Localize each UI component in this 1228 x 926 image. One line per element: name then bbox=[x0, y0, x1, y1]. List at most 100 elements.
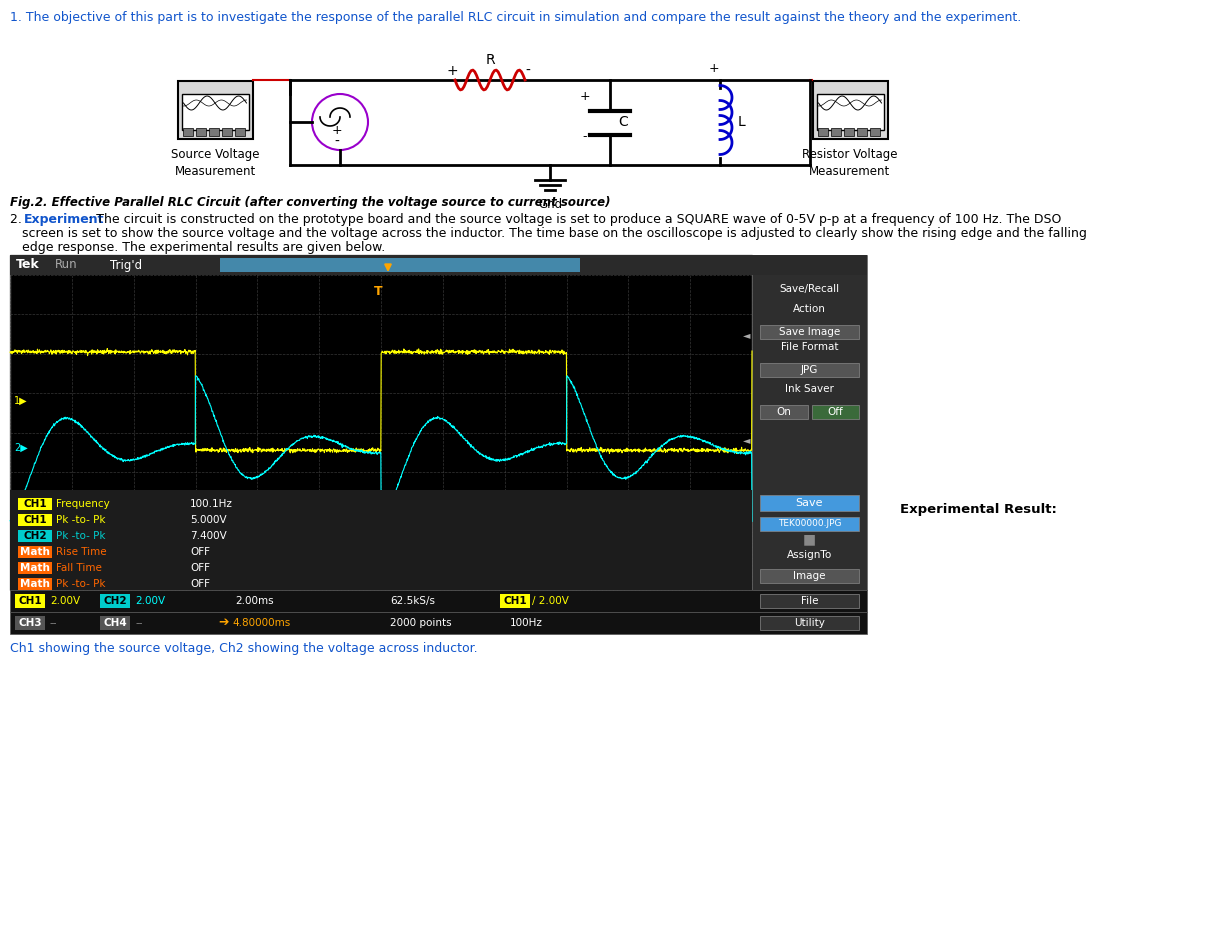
Bar bbox=[15, 594, 45, 608]
Bar bbox=[856, 128, 867, 136]
Bar bbox=[760, 363, 860, 377]
Text: -: - bbox=[583, 131, 587, 144]
Text: Experiment: Experiment bbox=[25, 213, 104, 226]
Text: Ch1 showing the source voltage, Ch2 showing the voltage across inductor.: Ch1 showing the source voltage, Ch2 show… bbox=[10, 642, 478, 655]
Text: Trig'd: Trig'd bbox=[111, 258, 142, 271]
Bar bbox=[99, 616, 130, 630]
Text: Math: Math bbox=[20, 547, 50, 557]
Bar bbox=[235, 128, 244, 136]
Bar bbox=[99, 594, 130, 608]
Text: C: C bbox=[618, 116, 628, 130]
Text: CH1: CH1 bbox=[503, 596, 527, 606]
Text: Run: Run bbox=[55, 258, 77, 271]
Text: Math: Math bbox=[20, 579, 50, 589]
Bar bbox=[18, 498, 52, 510]
Bar bbox=[818, 128, 828, 136]
Text: Action: Action bbox=[793, 304, 826, 314]
Bar bbox=[182, 94, 248, 130]
Text: TEK00000.JPG: TEK00000.JPG bbox=[777, 519, 841, 529]
Text: 1▶: 1▶ bbox=[14, 396, 27, 406]
Text: CH2: CH2 bbox=[23, 531, 47, 541]
Text: R: R bbox=[485, 53, 495, 67]
Text: --: -- bbox=[135, 618, 142, 628]
Text: 2.: 2. bbox=[10, 213, 26, 226]
Bar bbox=[752, 255, 867, 590]
Bar bbox=[10, 590, 867, 612]
Text: Ink Saver: Ink Saver bbox=[785, 384, 834, 394]
Text: Pk -to- Pk: Pk -to- Pk bbox=[56, 515, 106, 525]
Text: 62.5kS/s: 62.5kS/s bbox=[391, 596, 435, 606]
Bar bbox=[10, 490, 752, 590]
Bar bbox=[183, 128, 193, 136]
Bar bbox=[18, 530, 52, 542]
Text: ◄: ◄ bbox=[743, 435, 750, 445]
Bar bbox=[760, 569, 860, 583]
Text: Math: Math bbox=[20, 563, 50, 573]
Text: Experimental Result:: Experimental Result: bbox=[900, 504, 1057, 517]
Text: : The circuit is constructed on the prototype board and the source voltage is se: : The circuit is constructed on the prot… bbox=[88, 213, 1061, 226]
Text: File Format: File Format bbox=[781, 342, 839, 352]
Bar bbox=[18, 578, 52, 590]
Bar bbox=[760, 594, 860, 608]
Bar bbox=[10, 255, 752, 590]
Text: -: - bbox=[334, 135, 339, 149]
Text: OFF: OFF bbox=[190, 563, 210, 573]
Text: Save/Recall: Save/Recall bbox=[780, 284, 840, 294]
Text: OFF: OFF bbox=[190, 579, 210, 589]
Text: edge response. The experimental results are given below.: edge response. The experimental results … bbox=[10, 241, 386, 254]
Text: +: + bbox=[446, 64, 458, 78]
Text: Save: Save bbox=[796, 498, 823, 508]
Text: --: -- bbox=[50, 618, 58, 628]
Text: Fig.2. Effective Parallel RLC Circuit (after converting the voltage source to cu: Fig.2. Effective Parallel RLC Circuit (a… bbox=[10, 196, 610, 209]
Text: +: + bbox=[580, 91, 591, 104]
Bar bbox=[760, 517, 860, 531]
Bar bbox=[760, 405, 808, 419]
Text: Save Image: Save Image bbox=[779, 327, 840, 337]
Circle shape bbox=[312, 94, 368, 150]
Text: Gnd: Gnd bbox=[538, 198, 562, 211]
Text: Fall Time: Fall Time bbox=[56, 563, 102, 573]
Text: Source Voltage
Measurement: Source Voltage Measurement bbox=[171, 148, 259, 178]
Text: CH4: CH4 bbox=[103, 618, 126, 628]
Text: On: On bbox=[776, 407, 791, 417]
Bar bbox=[221, 128, 232, 136]
Text: AssignTo: AssignTo bbox=[787, 550, 833, 560]
Text: CH2: CH2 bbox=[103, 596, 126, 606]
Text: ■: ■ bbox=[803, 532, 817, 546]
Bar bbox=[195, 128, 205, 136]
Text: T: T bbox=[373, 285, 382, 298]
Bar bbox=[813, 81, 888, 139]
Text: ➔: ➔ bbox=[219, 617, 228, 630]
Text: 2.00V: 2.00V bbox=[50, 596, 80, 606]
Bar bbox=[830, 128, 840, 136]
Bar bbox=[10, 612, 867, 634]
Text: Pk -to- Pk: Pk -to- Pk bbox=[56, 579, 106, 589]
Bar bbox=[18, 514, 52, 526]
Text: 1. The objective of this part is to investigate the response of the parallel RLC: 1. The objective of this part is to inve… bbox=[10, 11, 1022, 24]
Text: Image: Image bbox=[793, 571, 825, 581]
Text: Off: Off bbox=[828, 407, 844, 417]
Bar bbox=[760, 325, 860, 339]
Text: Tek: Tek bbox=[16, 258, 39, 271]
Text: Resistor Voltage
Measurement: Resistor Voltage Measurement bbox=[802, 148, 898, 178]
Bar bbox=[10, 255, 752, 275]
Bar bbox=[15, 616, 45, 630]
Text: CH1: CH1 bbox=[18, 596, 42, 606]
Bar bbox=[178, 81, 253, 139]
Bar bbox=[500, 594, 530, 608]
Text: ◄: ◄ bbox=[743, 330, 750, 340]
Text: 4.80000ms: 4.80000ms bbox=[232, 618, 290, 628]
Bar bbox=[760, 495, 860, 511]
Bar bbox=[817, 94, 883, 130]
Bar bbox=[220, 258, 580, 272]
Text: +: + bbox=[709, 62, 720, 75]
Bar bbox=[209, 128, 219, 136]
Bar bbox=[752, 255, 867, 275]
Text: 2▶: 2▶ bbox=[14, 444, 28, 453]
Text: Pk -to- Pk: Pk -to- Pk bbox=[56, 531, 106, 541]
Bar bbox=[18, 546, 52, 558]
Bar bbox=[18, 562, 52, 574]
Text: 2.00ms: 2.00ms bbox=[235, 596, 274, 606]
Text: OFF: OFF bbox=[190, 547, 210, 557]
Bar bbox=[760, 616, 860, 630]
